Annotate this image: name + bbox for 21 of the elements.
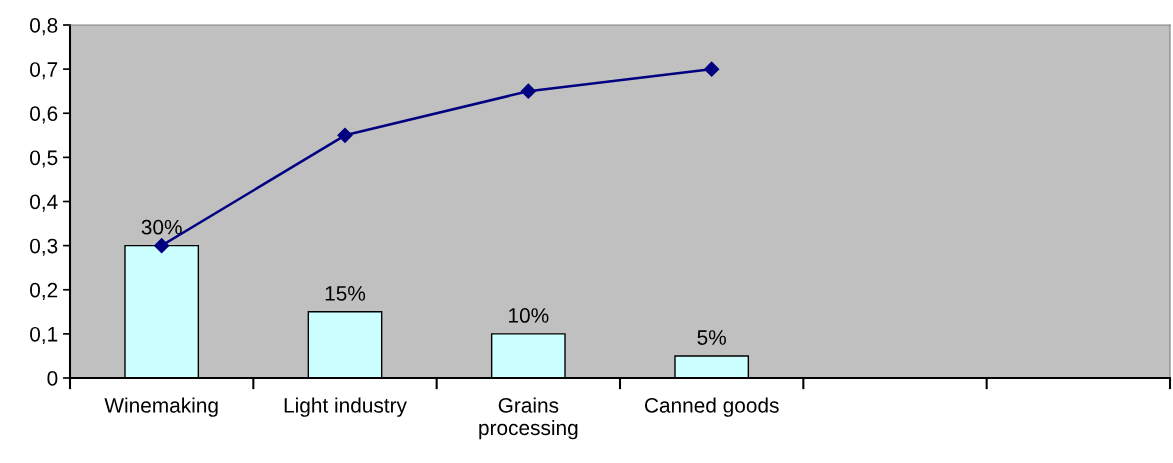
y-tick-label: 0,4 (30, 194, 58, 212)
data-label: 5% (697, 330, 726, 345)
y-tick-label: 0,5 (30, 150, 58, 168)
x-tick-label: Winemaking (104, 397, 218, 417)
point (337, 127, 353, 143)
y-tick-label: 0,6 (30, 106, 58, 124)
x-tick-label: Light industry (284, 397, 407, 417)
y-tick-label: 0,3 (30, 238, 58, 256)
x-tick-label: Grains processing (479, 397, 578, 440)
y-tick-label: 0,1 (30, 326, 58, 345)
point (154, 238, 170, 254)
y-tick-label: 0,8 (30, 18, 58, 36)
y-tick-label: 0 (47, 371, 58, 386)
data-label: 30% (141, 219, 182, 235)
x-tick-label: Canned goods (644, 397, 779, 417)
y-tick-label: 0,7 (30, 62, 58, 80)
data-label: 15% (325, 286, 366, 301)
data-label: 10% (509, 308, 549, 323)
point (520, 83, 536, 99)
y-tick-label: 0,2 (30, 282, 58, 300)
point (704, 61, 720, 77)
